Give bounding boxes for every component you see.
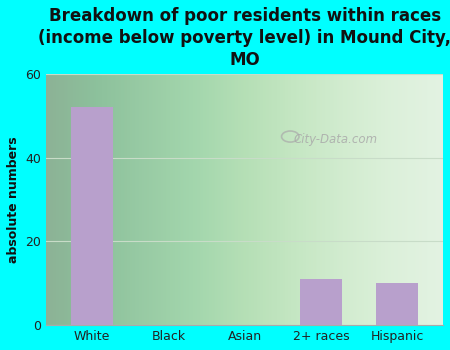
Bar	[71, 107, 113, 325]
Text: City-Data.com: City-Data.com	[294, 133, 378, 146]
Bar	[376, 283, 418, 325]
Title: Breakdown of poor residents within races
(income below poverty level) in Mound C: Breakdown of poor residents within races…	[38, 7, 450, 69]
Bar	[300, 279, 342, 325]
Y-axis label: absolute numbers: absolute numbers	[7, 136, 20, 263]
